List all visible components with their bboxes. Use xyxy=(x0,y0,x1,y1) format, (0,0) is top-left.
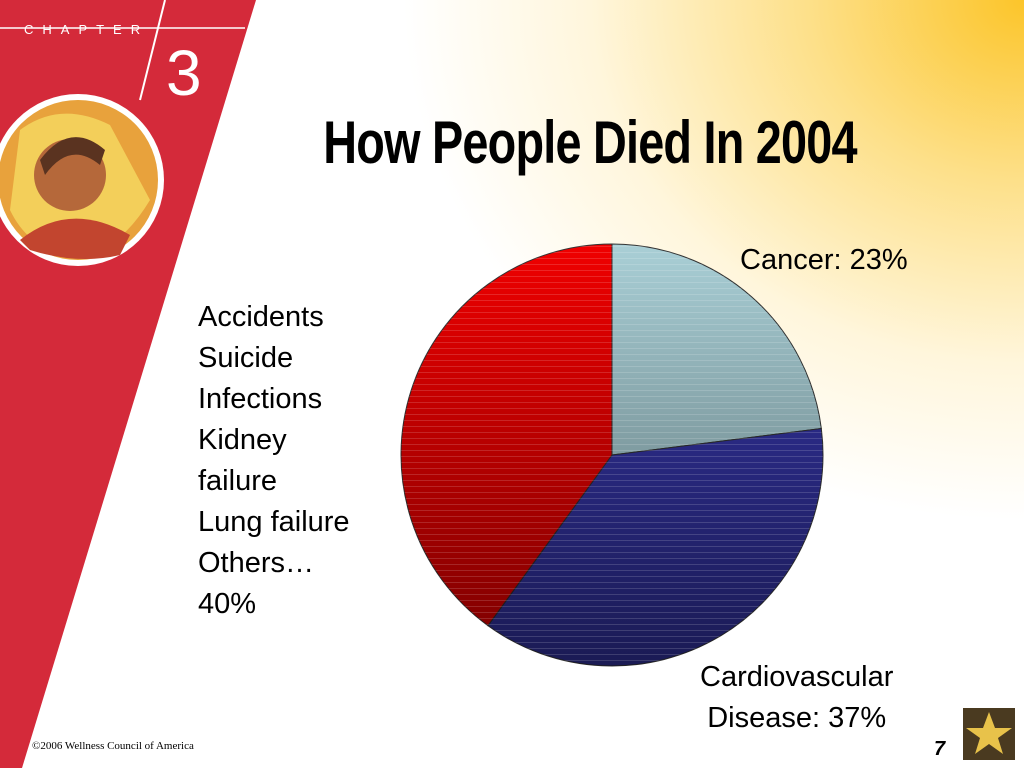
copyright: ©2006 Wellness Council of America xyxy=(32,740,194,752)
emblem xyxy=(0,94,164,266)
data-label: Cardiovascular Disease: 37% xyxy=(700,661,894,734)
chapter-label: CHAPTER xyxy=(24,22,150,37)
logo-icon xyxy=(963,708,1015,760)
data-label: Accidents Suicide Infections Kidney fail… xyxy=(198,301,350,620)
pie-stripes xyxy=(401,244,823,666)
chapter-number: 3 xyxy=(166,37,202,109)
chart-title: How People Died In 2004 xyxy=(323,109,857,176)
page-number: 7 xyxy=(934,738,946,760)
band-line xyxy=(139,0,166,101)
data-label: Cancer: 23% xyxy=(740,244,908,276)
pie xyxy=(400,243,824,667)
